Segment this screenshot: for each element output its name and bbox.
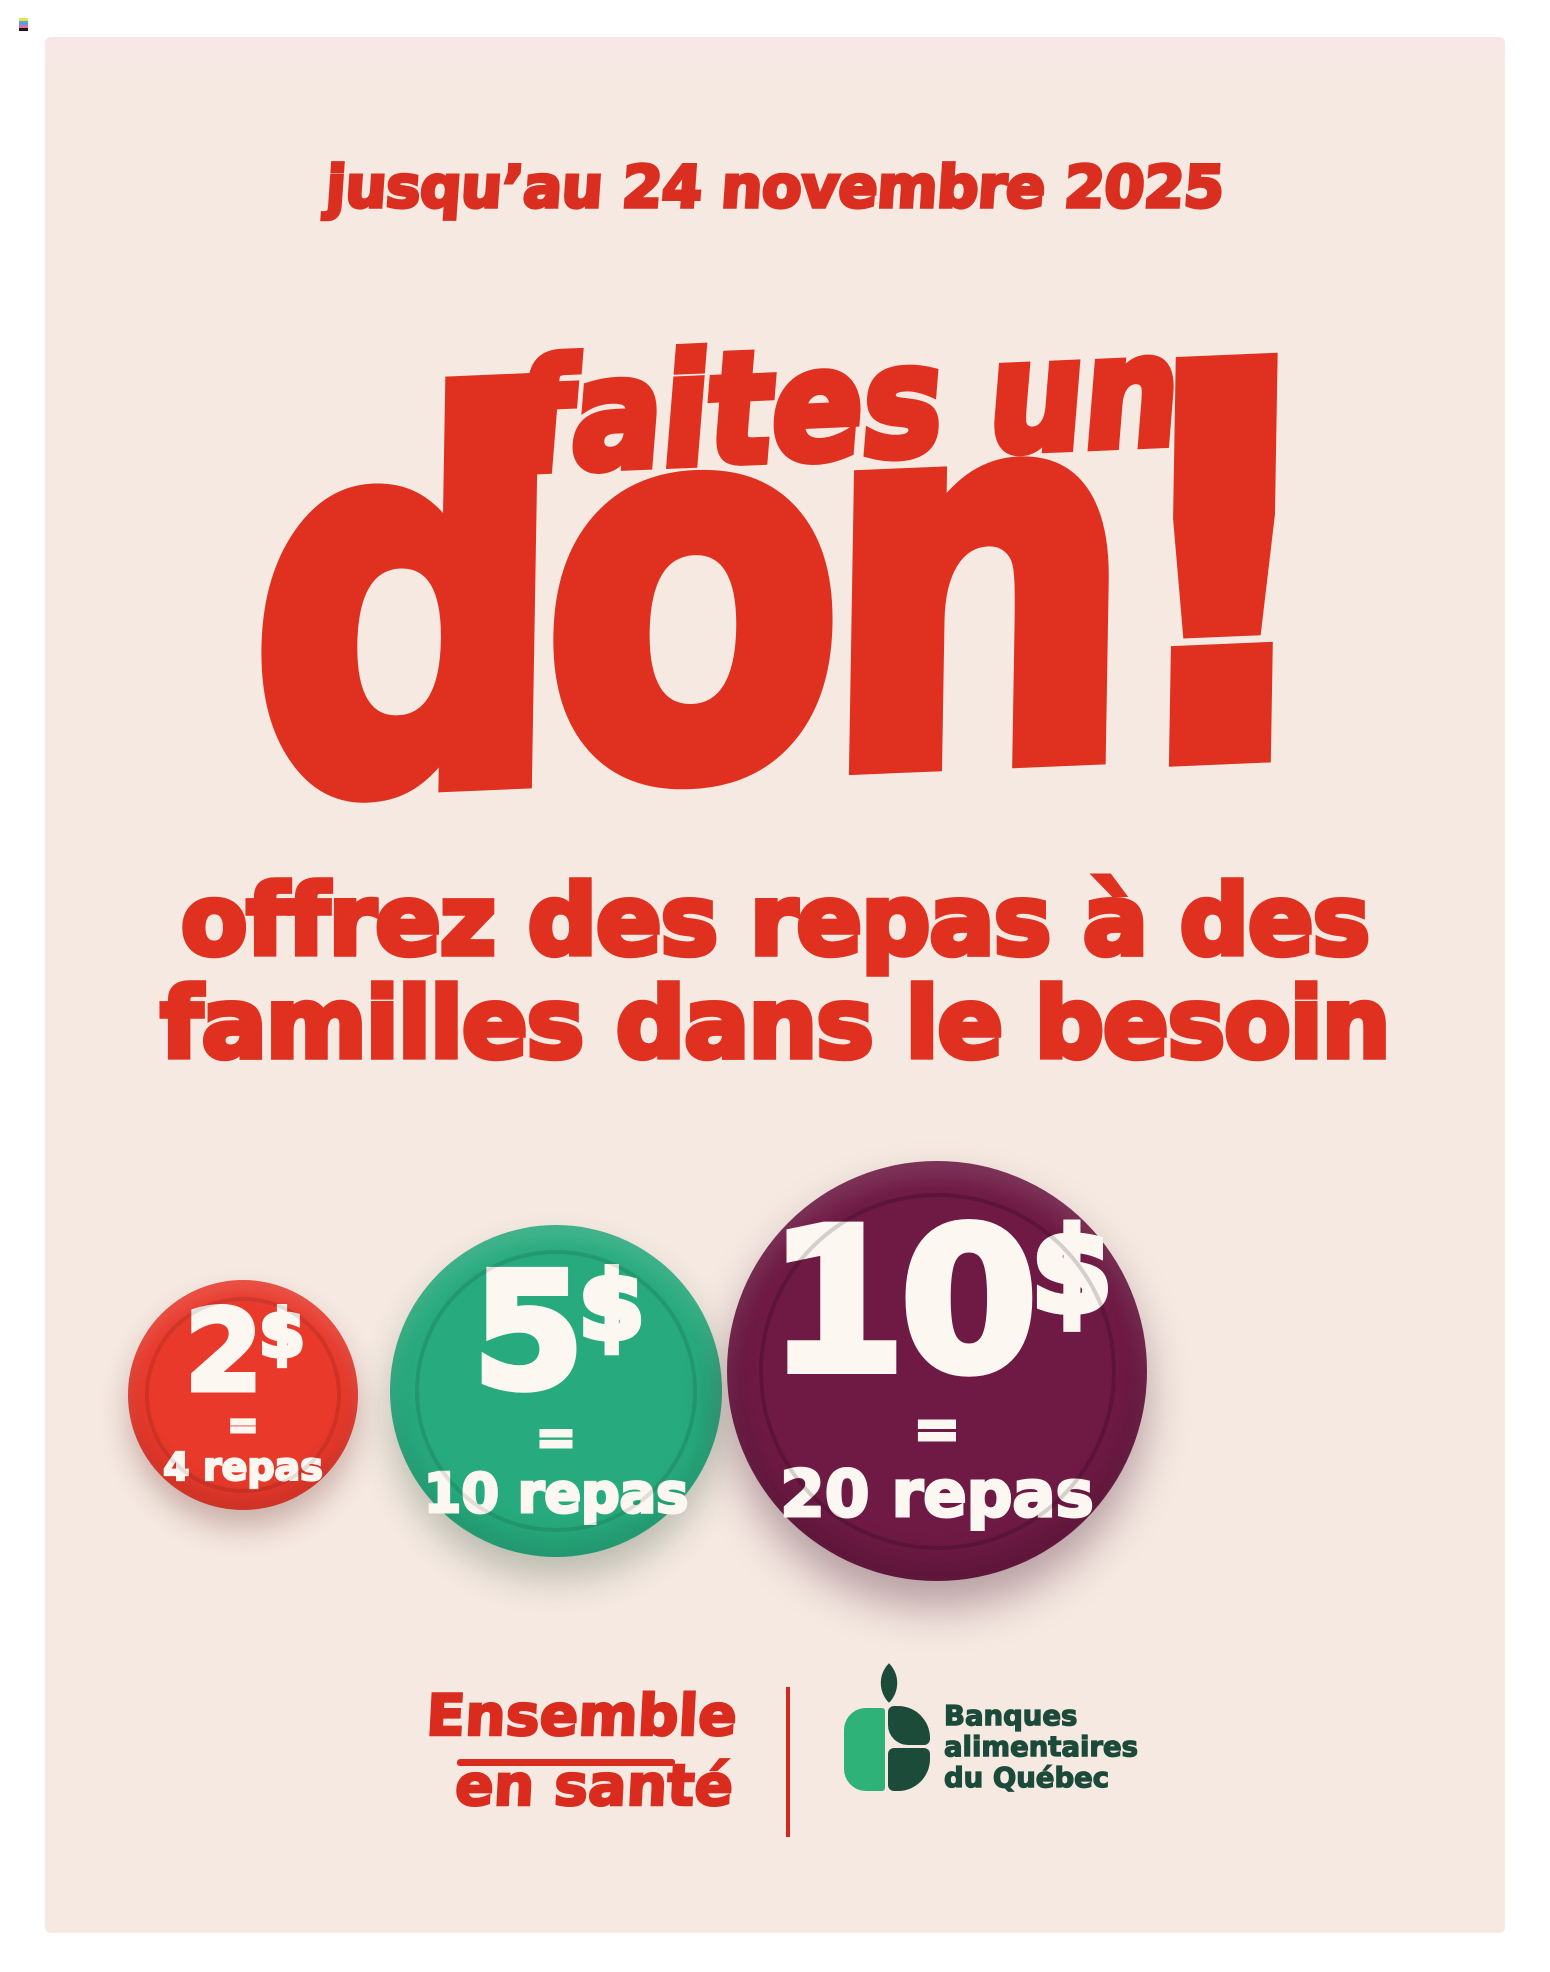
coin-meals-label: 20 repas bbox=[779, 1457, 1095, 1532]
reg-stripe-blue bbox=[19, 21, 28, 25]
headline-word: don bbox=[237, 261, 1130, 923]
coin-meals-label: 4 repas bbox=[162, 1445, 324, 1490]
brand-divider bbox=[786, 1687, 790, 1837]
equals-sign: = bbox=[226, 1405, 259, 1447]
banques-alimentaires-logo-text: Banques alimentaires du Québec bbox=[943, 1700, 1139, 1795]
reg-stripe-black bbox=[19, 27, 28, 31]
banques-alimentaires-logo-icon bbox=[844, 1663, 934, 1793]
print-registration-mark bbox=[19, 18, 28, 31]
leaf-icon bbox=[888, 1748, 930, 1791]
reg-stripe-yellow bbox=[19, 18, 28, 22]
subtitle: offrez des repas à des familles dans le … bbox=[45, 864, 1505, 1080]
dollar-sign: $ bbox=[1028, 1204, 1116, 1339]
subtitle-line2: familles dans le besoin bbox=[158, 966, 1394, 1080]
coin-meals-label: 10 repas bbox=[422, 1461, 689, 1525]
leaf-icon bbox=[888, 1706, 930, 1745]
headline-line2: don! bbox=[45, 249, 1505, 923]
equals-sign: = bbox=[534, 1409, 577, 1466]
coin-amount: 5$ bbox=[469, 1237, 648, 1425]
baq-line3: du Québec bbox=[943, 1762, 1110, 1795]
donation-coin-10-dollars: 10$ = 20 repas bbox=[727, 1161, 1147, 1581]
donation-coin-2-dollars: 2$ = 4 repas bbox=[128, 1280, 358, 1510]
donation-coin-5-dollars: 5$ = 10 repas bbox=[390, 1225, 722, 1557]
reg-stripe-pink bbox=[19, 24, 28, 28]
leaf-icon bbox=[844, 1708, 885, 1791]
coin-amount: 2$ bbox=[182, 1286, 307, 1417]
dollar-sign: $ bbox=[257, 1296, 307, 1372]
flyer-page: jusqu’au 24 novembre 2025 faites un don!… bbox=[45, 37, 1505, 1933]
baq-line1: Banques bbox=[943, 1700, 1078, 1732]
ensemble-en-sante-logo: Ensemble en santé bbox=[336, 1682, 739, 1821]
ensemble-logo-underline bbox=[456, 1759, 676, 1766]
ensemble-logo-line1: Ensemble bbox=[423, 1682, 739, 1751]
dollar-sign: $ bbox=[576, 1252, 648, 1361]
coin-amount: 10$ bbox=[764, 1186, 1116, 1418]
equals-sign: = bbox=[912, 1396, 962, 1462]
subtitle-line1: offrez des repas à des bbox=[178, 864, 1373, 977]
headline-exclamation: ! bbox=[1105, 249, 1322, 891]
headline: faites un don! bbox=[45, 37, 1505, 967]
leaf-icon bbox=[869, 1663, 909, 1703]
baq-line2: alimentaires bbox=[943, 1731, 1139, 1764]
